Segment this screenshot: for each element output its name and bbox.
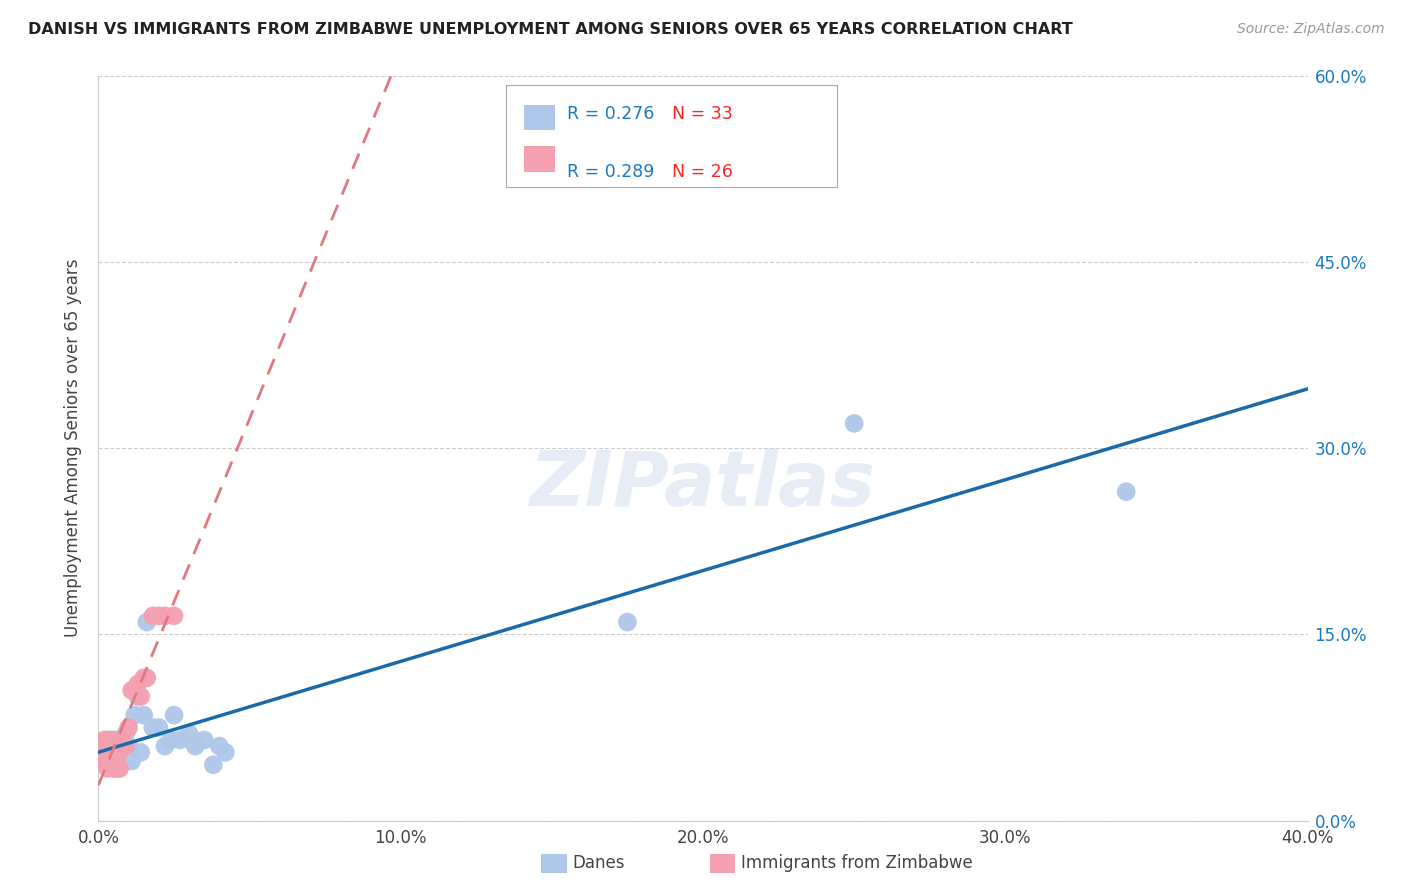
Point [108,762,131,776]
Point [163,708,186,723]
Point [105,754,128,768]
Point [1115,484,1137,499]
Point [127,677,149,691]
Text: R = 0.289: R = 0.289 [567,163,654,181]
Point [844,417,866,431]
Point [114,739,136,753]
Point [208,739,231,753]
Point [142,608,165,623]
Text: Source: ZipAtlas.com: Source: ZipAtlas.com [1237,22,1385,37]
Point [118,739,141,753]
Point [96,733,118,747]
Point [148,721,170,735]
Point [148,608,170,623]
Point [103,757,125,772]
Point [103,762,125,776]
Point [96,762,118,776]
Point [90,745,112,759]
Point [100,751,122,765]
Point [105,733,128,747]
Point [129,745,152,759]
Point [121,754,143,768]
Point [100,739,122,753]
Text: Immigrants from Zimbabwe: Immigrants from Zimbabwe [741,855,973,872]
Text: DANISH VS IMMIGRANTS FROM ZIMBABWE UNEMPLOYMENT AMONG SENIORS OVER 65 YEARS CORR: DANISH VS IMMIGRANTS FROM ZIMBABWE UNEMP… [28,22,1073,37]
Text: Danes: Danes [572,855,624,872]
Point [193,733,215,747]
Point [103,739,125,753]
Point [135,671,157,685]
Point [163,608,186,623]
Text: R = 0.276: R = 0.276 [567,105,654,123]
Point [108,745,131,759]
Point [132,708,155,723]
Point [127,690,149,704]
Point [105,762,128,776]
Point [111,733,134,747]
Text: ZIPatlas: ZIPatlas [530,449,876,523]
Point [114,727,136,741]
Point [108,745,131,759]
Point [153,608,176,623]
Point [616,615,638,629]
Point [100,733,122,747]
Point [179,727,201,741]
Point [142,721,165,735]
Point [124,708,146,723]
Point [160,733,183,747]
Y-axis label: Unemployment Among Seniors over 65 years: Unemployment Among Seniors over 65 years [65,259,83,638]
Point [103,733,125,747]
Point [121,683,143,698]
Point [111,739,134,753]
Point [214,745,236,759]
Point [93,733,115,747]
Point [135,615,157,629]
Point [153,739,176,753]
Point [184,739,207,753]
Point [124,683,146,698]
Point [93,754,115,768]
Point [96,739,118,753]
Point [169,733,191,747]
Text: N = 33: N = 33 [672,105,733,123]
Text: N = 26: N = 26 [672,163,733,181]
Point [90,745,112,759]
Point [100,754,122,768]
Point [129,690,152,704]
Point [93,739,115,753]
Point [132,671,155,685]
Point [118,721,141,735]
Point [202,757,225,772]
